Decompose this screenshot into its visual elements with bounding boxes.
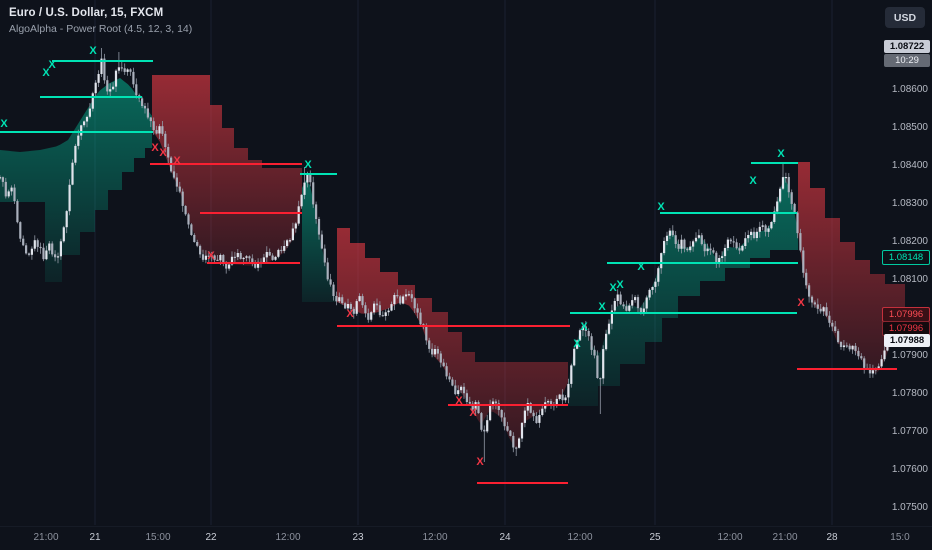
time-tick-label: 12:00 [422,532,448,543]
price-tick-label: 1.08200 [891,236,928,247]
price-tick-label: 1.08100 [891,274,928,285]
time-tick-label: 22 [205,532,217,543]
time-tick-label: 25 [649,532,661,543]
svg-text:X: X [455,395,463,407]
price-tick-label: 1.08500 [891,122,928,133]
time-tick-label: 12:00 [717,532,743,543]
price-tick-label: 1.08400 [891,160,928,171]
price-tick-label: 1.08300 [891,198,928,209]
price-tick-label: 1.08600 [891,84,928,95]
time-tick-label: 24 [499,532,511,543]
svg-text:X: X [151,142,159,154]
red-level-label: 1.07996 [882,307,930,322]
time-tick-label: 15:0 [890,532,910,543]
time-tick-label: 28 [826,532,838,543]
svg-text:X: X [598,301,606,313]
symbol-title[interactable]: Euro / U.S. Dollar, 15, FXCM [9,7,164,19]
teal-level-label: 1.08148 [882,250,930,265]
svg-text:X: X [657,201,665,213]
svg-text:X: X [573,338,581,350]
svg-text:X: X [749,175,757,187]
price-tick-label: 1.07900 [891,350,928,361]
time-tick-label: 15:00 [145,532,171,543]
current-price-label: 1.07988 [884,334,930,347]
svg-text:X: X [580,321,588,333]
price-tick-label: 1.07700 [891,426,928,437]
svg-text:X: X [304,159,312,171]
svg-text:X: X [42,67,50,79]
price-tick-label: 1.07500 [891,502,928,513]
chart-legend: Euro / U.S. Dollar, 15, FXCM AlgoAlpha -… [9,7,192,35]
svg-text:X: X [777,148,785,160]
last-price-label: 1.08722 [884,40,930,53]
svg-text:X: X [0,118,8,130]
time-tick-label: 21:00 [772,532,798,543]
svg-text:X: X [159,147,167,159]
bar-countdown-label: 10:29 [884,54,930,67]
indicator-title[interactable]: AlgoAlpha - Power Root (4.5, 12, 3, 14) [9,23,193,35]
time-tick-label: 23 [352,532,364,543]
svg-text:X: X [207,250,215,262]
svg-text:X: X [48,59,56,71]
time-tick-label: 12:00 [275,532,301,543]
currency-usd-button[interactable]: USD [885,7,925,28]
svg-text:X: X [616,279,624,291]
time-tick-label: 12:00 [567,532,593,543]
svg-text:X: X [89,45,97,57]
time-axis[interactable]: 21:00 21 15:00 22 12:00 23 12:00 24 12:00 25 12:00… [0,526,932,550]
price-tick-label: 1.07600 [891,464,928,475]
price-axis[interactable]: 1.08600 1.08500 1.08400 1.08300 1.08200 1.081… [880,0,932,526]
time-tick-label: 21 [89,532,101,543]
svg-text:X: X [609,282,617,294]
svg-text:X: X [173,155,181,167]
svg-text:X: X [476,456,484,468]
svg-text:X: X [797,297,805,309]
svg-text:X: X [469,407,477,419]
trend-bands [0,75,905,450]
svg-text:X: X [637,261,645,273]
support-resistance-lines [0,60,897,484]
price-tick-label: 1.07800 [891,388,928,399]
time-tick-label: 21:00 [33,532,59,543]
svg-text:X: X [346,308,354,320]
